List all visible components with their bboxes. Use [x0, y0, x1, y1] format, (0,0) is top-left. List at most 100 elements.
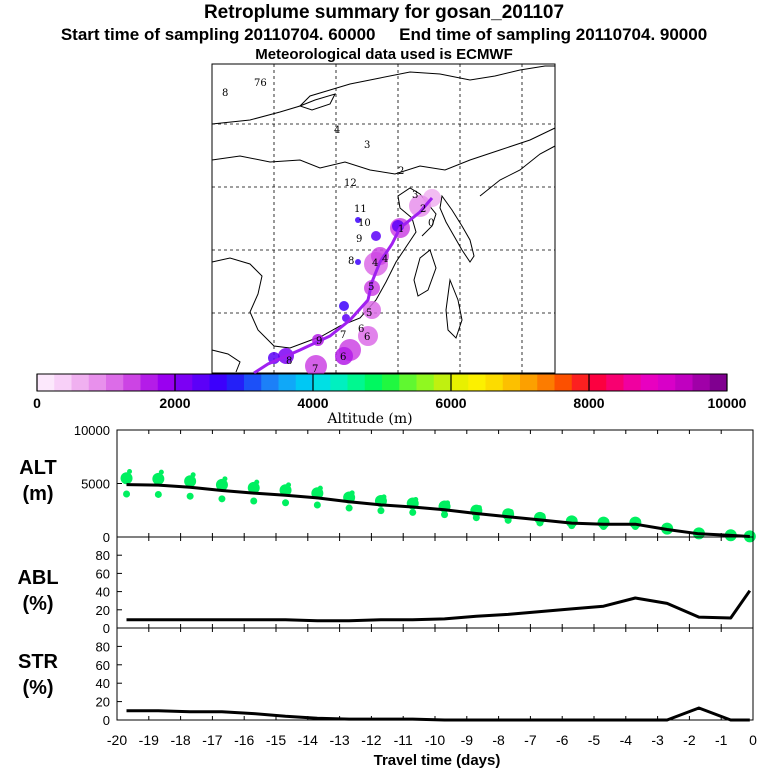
colorbar-tick-label: 0 — [33, 395, 41, 411]
alt-unit: (m) — [22, 483, 53, 505]
abl-panel: ABL (%) 0 20 40 60 80 — [17, 536, 754, 636]
series-line — [126, 706, 750, 722]
str-panel: STR (%) 0 20 40 60 80 — [18, 627, 754, 728]
alt-particle-marker — [635, 518, 641, 524]
alt-particle-marker — [540, 513, 546, 519]
colorbar-cell — [209, 374, 228, 391]
alt-particle-marker — [184, 475, 197, 488]
x-tick-label: -17 — [202, 732, 222, 748]
map-day-label: 11 — [354, 204, 367, 215]
map-region-label: 2 — [398, 166, 404, 177]
plume-cluster — [355, 217, 361, 223]
y-tick-label: 40 — [96, 676, 110, 691]
alt-particle-marker — [247, 481, 260, 494]
x-tick-label: -11 — [394, 732, 413, 748]
x-tick-label: -2 — [683, 732, 696, 748]
alt-plot: 0 5000 10000 — [74, 423, 754, 545]
alt-particle-marker — [413, 497, 419, 503]
alt-particle-marker — [445, 500, 451, 506]
alt-particle-marker — [154, 490, 162, 498]
colorbar-title: Altitude (m) — [326, 411, 412, 427]
str-label: STR — [18, 651, 59, 673]
alt-particle-marker — [441, 511, 449, 519]
map-day-label: 5 — [366, 308, 372, 319]
plume-cluster — [339, 301, 349, 311]
map-frame — [211, 63, 556, 374]
colorbar-cell — [261, 374, 279, 391]
x-tick-label: -13 — [329, 732, 349, 748]
alt-particle-marker — [120, 472, 133, 485]
str-unit: (%) — [22, 677, 53, 699]
colorbar-cell — [692, 374, 711, 391]
map-region-label: 3 — [364, 140, 370, 151]
map-day-label: 1 — [398, 224, 404, 235]
alt-particle-marker — [476, 505, 482, 511]
x-tick-label: -16 — [234, 732, 254, 748]
alt-particle-marker — [218, 495, 226, 503]
alt-particle-marker — [349, 490, 355, 496]
colorbar-tick-label: 10000 — [708, 395, 747, 411]
map-day-label: 5 — [368, 282, 374, 293]
y-tick-label: 20 — [96, 603, 110, 618]
alt-particle-marker — [377, 507, 385, 515]
colorbar-cell — [623, 374, 642, 391]
colorbar-cell — [675, 374, 693, 391]
colorbar-cell — [295, 374, 314, 391]
chart-title: Retroplume summary for gosan_201107 — [203, 2, 565, 23]
plume-cluster — [335, 347, 353, 365]
map-day-label: 2 — [420, 204, 426, 215]
map-day-label: 8 — [286, 356, 292, 367]
y-tick-label: 0 — [103, 621, 110, 636]
colorbar-cell — [175, 374, 193, 391]
map-day-label: 4 — [382, 254, 388, 265]
plot-frame — [116, 627, 754, 721]
map-day-label: 10 — [358, 218, 371, 229]
colorbar-cell — [364, 374, 383, 391]
alt-particle-marker — [572, 517, 578, 523]
colorbar-cell — [416, 374, 435, 391]
colorbar-cell — [330, 374, 348, 391]
colorbar-cell — [37, 374, 55, 391]
alt-particle-marker — [409, 508, 417, 516]
x-tick-label: -12 — [361, 732, 381, 748]
alt-particle-marker — [472, 514, 480, 522]
alt-particle-marker — [317, 485, 323, 491]
str-plot: 0 20 40 60 80 — [96, 627, 754, 728]
colorbar-cell — [606, 374, 624, 391]
alt-particle-marker — [152, 472, 165, 485]
alt-particle-marker — [215, 478, 228, 491]
colorbar-cell — [382, 374, 400, 391]
y-tick-label: 60 — [96, 566, 110, 581]
plume-cluster — [409, 195, 431, 217]
colorbar-cell — [537, 374, 555, 391]
y-tick-label: 80 — [96, 548, 110, 563]
x-tick-label: -15 — [266, 732, 286, 748]
alt-particle-marker — [127, 468, 133, 474]
colorbar-cell — [347, 374, 366, 391]
colorbar-cell — [123, 374, 141, 391]
y-tick-label: 40 — [96, 585, 110, 600]
abl-label: ABL — [17, 567, 58, 589]
colorbar-cell — [140, 374, 159, 391]
x-tick-label: -5 — [588, 732, 601, 748]
alt-particle-marker — [282, 499, 290, 507]
start-time-label: Start time of sampling 20110704. 60000 — [60, 25, 376, 44]
alt-particle-marker — [123, 490, 131, 498]
map-day-label: 6 — [364, 332, 370, 343]
colorbar-cell — [71, 374, 90, 391]
colorbar-cell — [640, 374, 659, 391]
alt-particle-marker — [186, 492, 194, 500]
map-day-label: 9 — [356, 234, 362, 245]
x-tick-label: -9 — [461, 732, 474, 748]
plume-cluster — [371, 247, 389, 265]
map-day-label: 7 — [312, 364, 318, 375]
plot-frame — [116, 536, 754, 629]
colorbar-cell — [106, 374, 124, 391]
colorbar-major-ticks — [36, 374, 728, 391]
colorbar-cell — [502, 374, 521, 391]
plume-cluster — [305, 355, 327, 377]
plume-cluster — [358, 326, 378, 346]
colorbar-tick-label: 8000 — [573, 395, 604, 411]
